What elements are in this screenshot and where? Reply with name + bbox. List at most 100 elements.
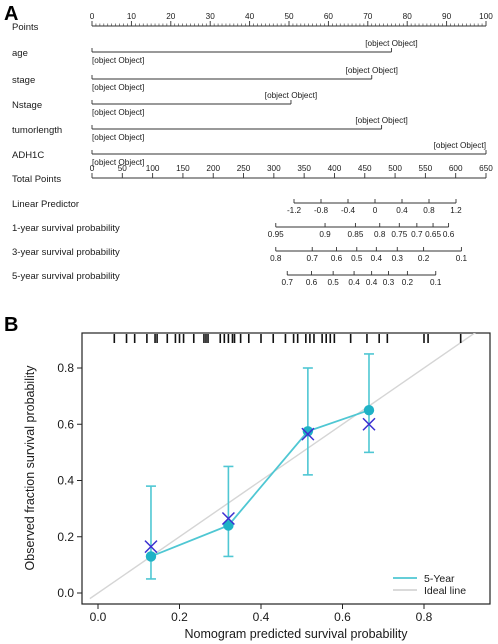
mapped-tick-label: 0.7 bbox=[411, 230, 423, 239]
x-axis-label: Nomogram predicted survival probability bbox=[184, 627, 408, 641]
mapped-tick-label: -1.2 bbox=[287, 206, 302, 215]
level-label: [object Object] bbox=[434, 141, 486, 150]
scale-tick-label: 20 bbox=[166, 12, 176, 21]
mapped-tick-label: 1.2 bbox=[450, 206, 462, 215]
scale-tick-label: 100 bbox=[146, 164, 160, 173]
row-label: ADH1C bbox=[12, 150, 44, 161]
level-label: [object Object] bbox=[92, 56, 144, 65]
level-label: [object Object] bbox=[92, 158, 144, 167]
mapped-tick-label: 0.1 bbox=[456, 254, 468, 263]
scale-tick-label: 0 bbox=[90, 164, 95, 173]
level-label: [object Object] bbox=[346, 66, 398, 75]
nomogram-panel: Points 0 10 20 30 40 50 60 70 80 90 100 age [object O… bbox=[12, 12, 493, 287]
row-label: 1-year survival probability bbox=[12, 223, 120, 234]
scale-tick-label: 90 bbox=[442, 12, 452, 21]
row-label: Nstage bbox=[12, 100, 42, 111]
kaplan-meier-cross bbox=[362, 417, 376, 431]
mapped-tick-label: 0.65 bbox=[425, 230, 441, 239]
level-label: [object Object] bbox=[92, 108, 144, 117]
x-tick-label: 0.6 bbox=[334, 610, 351, 624]
mapped-tick-label: 0.7 bbox=[307, 254, 319, 263]
mapped-tick-label: 0.6 bbox=[306, 278, 318, 287]
scale-tick-label: 650 bbox=[479, 164, 493, 173]
row-label: Total Points bbox=[12, 174, 61, 185]
scale-tick-label: 600 bbox=[449, 164, 463, 173]
row-label: tumorlength bbox=[12, 125, 62, 136]
kaplan-meier-cross bbox=[221, 511, 235, 525]
mapped-tick-label: -0.4 bbox=[341, 206, 356, 215]
scale-tick-label: 100 bbox=[479, 12, 493, 21]
y-tick-label: 0.0 bbox=[57, 586, 74, 600]
y-tick-label: 0.6 bbox=[57, 417, 74, 431]
scale-tick-label: 80 bbox=[403, 12, 413, 21]
scale-tick-label: 70 bbox=[363, 12, 373, 21]
plot-frame bbox=[81, 332, 491, 605]
scale-tick-label: 400 bbox=[328, 164, 342, 173]
mapped-tick-label: 0.7 bbox=[282, 278, 294, 287]
scale-tick-label: 450 bbox=[358, 164, 372, 173]
model-point bbox=[223, 520, 234, 531]
scale-tick-label: 40 bbox=[245, 12, 255, 21]
mapped-tick-label: 0.5 bbox=[351, 254, 363, 263]
kaplan-meier-cross bbox=[144, 540, 158, 554]
mapped-tick-label: 0 bbox=[373, 206, 378, 215]
row-label: Linear Predictor bbox=[12, 199, 79, 210]
row-label: 3-year survival probability bbox=[12, 247, 120, 258]
mapped-tick-label: 0.6 bbox=[331, 254, 343, 263]
scale-tick-label: 50 bbox=[118, 164, 128, 173]
calibration-panel: 0.0 0.2 0.4 0.6 0.8 0.0 0.2 0.4 0.6 0.8 Nomogram p… bbox=[23, 332, 491, 641]
mapped-tick-label: 0.4 bbox=[366, 278, 378, 287]
scale-tick-label: 0 bbox=[90, 12, 95, 21]
scale-tick-label: 350 bbox=[297, 164, 311, 173]
y-tick-label: 0.4 bbox=[57, 474, 74, 488]
y-tick-label: 0.8 bbox=[57, 361, 74, 375]
x-tick-label: 0.4 bbox=[253, 610, 270, 624]
row-label: age bbox=[12, 48, 28, 59]
mapped-tick-label: -0.8 bbox=[314, 206, 329, 215]
scale-tick-label: 200 bbox=[206, 164, 220, 173]
row-label: 5-year survival probability bbox=[12, 271, 120, 282]
row-label: Points bbox=[12, 22, 39, 33]
scale-tick-label: 500 bbox=[388, 164, 402, 173]
scale-tick-label: 50 bbox=[284, 12, 294, 21]
level-label: [object Object] bbox=[265, 91, 317, 100]
mapped-tick-label: 0.3 bbox=[383, 278, 395, 287]
x-tick-label: 0.2 bbox=[171, 610, 188, 624]
scale-tick-label: 300 bbox=[267, 164, 281, 173]
mapped-tick-label: 0.4 bbox=[348, 278, 360, 287]
mapped-tick-label: 0.95 bbox=[268, 230, 284, 239]
model-point bbox=[145, 551, 157, 562]
scale-tick-label: 550 bbox=[419, 164, 433, 173]
mapped-tick-label: 0.3 bbox=[392, 254, 404, 263]
scale-tick-label: 250 bbox=[237, 164, 251, 173]
scale-tick-label: 150 bbox=[176, 164, 190, 173]
scale-tick-label: 10 bbox=[127, 12, 137, 21]
level-label: [object Object] bbox=[355, 116, 407, 125]
model-point bbox=[302, 426, 314, 437]
mapped-tick-label: 0.75 bbox=[391, 230, 407, 239]
y-tick-label: 0.2 bbox=[57, 530, 74, 544]
x-tick-label: 0.8 bbox=[416, 610, 433, 624]
mapped-tick-label: 0.4 bbox=[371, 254, 383, 263]
mapped-tick-label: 0.4 bbox=[396, 206, 408, 215]
model-line bbox=[150, 409, 370, 558]
scale-tick-label: 60 bbox=[324, 12, 334, 21]
level-label: [object Object] bbox=[92, 83, 144, 92]
level-label: [object Object] bbox=[92, 133, 144, 142]
panel-a-letter: A bbox=[4, 3, 18, 25]
mapped-tick-label: 0.2 bbox=[418, 254, 430, 263]
mapped-tick-label: 0.1 bbox=[430, 278, 442, 287]
kaplan-meier-cross bbox=[301, 427, 315, 441]
y-axis-label: Observed fraction survival probability bbox=[23, 365, 37, 571]
legend-label-model: 5-Year bbox=[424, 573, 455, 585]
mapped-tick-label: 0.8 bbox=[270, 254, 282, 263]
mapped-tick-label: 0.6 bbox=[443, 230, 455, 239]
scale-tick-label: 30 bbox=[206, 12, 216, 21]
panel-b-letter: B bbox=[4, 314, 18, 336]
mapped-tick-label: 0.8 bbox=[423, 206, 435, 215]
mapped-tick-label: 0.8 bbox=[374, 230, 386, 239]
mapped-tick-label: 0.5 bbox=[327, 278, 339, 287]
legend-label-ideal: Ideal line bbox=[424, 585, 466, 597]
row-label: stage bbox=[12, 75, 35, 86]
